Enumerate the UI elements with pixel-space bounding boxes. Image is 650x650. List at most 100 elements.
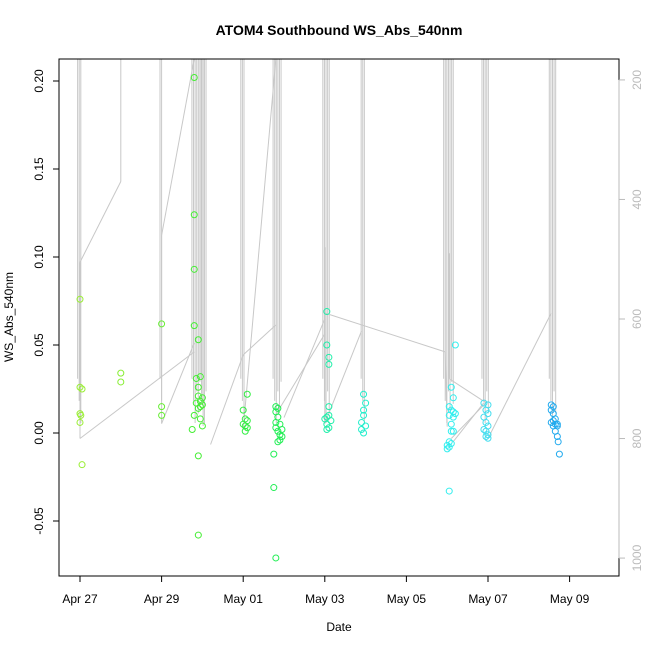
data-point — [451, 410, 459, 418]
data-point — [194, 383, 202, 391]
data-point — [243, 424, 251, 432]
x-tick-label: Apr 29 — [144, 592, 180, 606]
data-point — [358, 425, 366, 433]
data-point — [482, 433, 490, 441]
data-point — [443, 445, 451, 453]
data-point — [270, 450, 278, 458]
data-point — [76, 295, 84, 303]
data-point — [480, 425, 488, 433]
data-point — [190, 265, 198, 273]
y2-tick-label: 1000 — [630, 544, 644, 571]
data-point — [196, 397, 204, 405]
depth-trace-segment — [283, 318, 326, 418]
depth-trace-segment — [487, 312, 552, 439]
data-point — [158, 403, 166, 411]
y-tick-label: 0.05 — [32, 333, 46, 357]
data-point — [449, 408, 457, 416]
data-point — [241, 422, 249, 430]
depth-trace-segment — [161, 58, 195, 236]
data-point — [270, 484, 278, 492]
data-point — [272, 554, 280, 562]
secondary-y-axis: 200 400 600 800 1000 — [618, 70, 644, 571]
data-point — [117, 378, 125, 386]
data-point — [117, 369, 125, 377]
data-point — [480, 399, 488, 407]
x-tick-label: May 07 — [468, 592, 508, 606]
data-point — [484, 434, 492, 442]
data-point — [194, 404, 202, 412]
data-point — [194, 336, 202, 344]
data-point — [76, 418, 84, 426]
depth-trace-segment — [448, 378, 487, 404]
data-point — [190, 322, 198, 330]
data-point — [445, 411, 453, 419]
data-point — [158, 320, 166, 328]
data-point — [196, 415, 204, 423]
data-point — [190, 211, 198, 219]
chart-title: ATOM4 Southbound WS_Abs_540nm — [216, 22, 463, 38]
data-point — [547, 401, 555, 409]
y-tick-label: 0.20 — [32, 69, 46, 93]
depth-trace-segment — [79, 351, 195, 439]
data-point — [276, 436, 284, 444]
data-point — [484, 410, 492, 418]
data-point — [360, 390, 368, 398]
depth-trace-segment — [324, 330, 362, 424]
data-point — [360, 429, 368, 437]
depth-trace-segment — [210, 354, 244, 445]
data-point — [194, 452, 202, 460]
data-point — [553, 433, 561, 441]
data-point — [194, 531, 202, 539]
data-point — [554, 438, 562, 446]
data-point — [325, 403, 333, 411]
x-tick-label: May 09 — [550, 592, 590, 606]
data-point — [243, 390, 251, 398]
data-point — [325, 353, 333, 361]
data-point — [482, 427, 490, 435]
y2-tick-label: 200 — [630, 70, 644, 90]
data-point — [241, 427, 249, 435]
data-point — [274, 427, 282, 435]
data-point — [484, 431, 492, 439]
data-point — [239, 406, 247, 414]
data-point — [188, 425, 196, 433]
depth-trace-segment — [450, 402, 487, 439]
data-point — [196, 403, 204, 411]
x-tick-label: May 03 — [305, 592, 345, 606]
data-point — [447, 427, 455, 435]
y-tick-label: -0.05 — [32, 507, 46, 535]
data-point — [272, 424, 280, 432]
y-tick-label: 0.15 — [32, 157, 46, 181]
data-point — [445, 443, 453, 451]
y-tick-label: 0.10 — [32, 245, 46, 269]
depth-trace-segment — [79, 181, 122, 263]
data-point — [196, 373, 204, 381]
data-point — [547, 406, 555, 414]
x-tick-label: May 05 — [387, 592, 427, 606]
depth-trace-segment — [452, 402, 485, 442]
data-point — [278, 433, 286, 441]
data-point — [449, 427, 457, 435]
y2-tick-label: 800 — [630, 428, 644, 448]
depth-trace-segment — [242, 324, 277, 356]
data-point — [274, 438, 282, 446]
data-point — [276, 431, 284, 439]
data-point — [198, 401, 206, 409]
data-point — [445, 487, 453, 495]
data-point — [362, 422, 370, 430]
x-tick-label: May 01 — [224, 592, 264, 606]
data-point — [198, 422, 206, 430]
y-axis-label: WS_Abs_540nm — [2, 272, 16, 362]
data-point — [158, 411, 166, 419]
data-point — [198, 394, 206, 402]
depth-trace-segment — [324, 312, 446, 353]
data-point — [76, 383, 84, 391]
data-point — [239, 420, 247, 428]
data-point — [443, 441, 451, 449]
data-point — [78, 461, 86, 469]
data-point — [192, 374, 200, 382]
data-point — [447, 420, 455, 428]
data-point — [358, 418, 366, 426]
data-point — [327, 417, 335, 425]
x-axis: Apr 27 Apr 29 May 01 May 03 May 05 May 07 May … — [62, 575, 590, 606]
